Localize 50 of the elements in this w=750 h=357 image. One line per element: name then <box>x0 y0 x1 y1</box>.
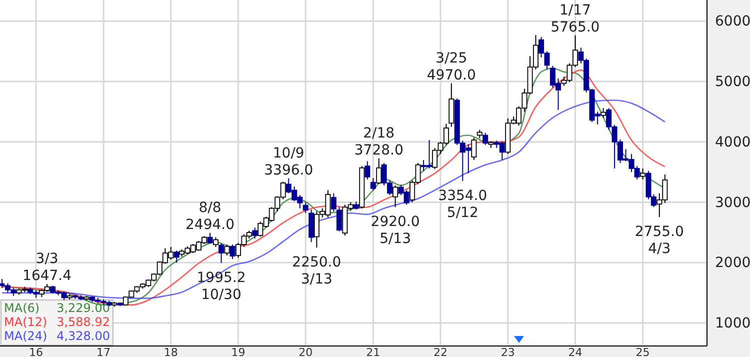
candlestick <box>640 168 646 180</box>
annotation: 3354.0 5/12 <box>438 188 488 221</box>
y-tick-label: 1000 <box>715 316 750 332</box>
y-tick-label: 4000 <box>715 134 750 150</box>
annotation: 1/17 5765.0 <box>550 2 600 36</box>
text: MA(24) <box>4 329 48 343</box>
annotation: 10/9 3396.0 <box>264 145 314 178</box>
annotation: 8/8 2494.0 <box>186 200 235 233</box>
annotation: 2250.0 3/13 <box>292 254 342 288</box>
x-tick-label: 24 <box>568 346 582 357</box>
y-tick-label: 5000 <box>715 74 750 90</box>
candlestick <box>482 132 488 146</box>
candlestick <box>212 236 218 248</box>
candlestick <box>364 160 370 180</box>
annotation: 3,588.92 <box>56 315 110 329</box>
annotation: 4,328.00 <box>56 329 110 343</box>
candlestick <box>302 202 308 214</box>
candlestick <box>471 137 477 161</box>
candlestick <box>252 227 258 240</box>
y-tick-label: 6000 <box>715 14 750 30</box>
candlestick <box>207 232 213 244</box>
candlestick <box>230 244 236 260</box>
candlestick <box>174 250 180 264</box>
x-tick-label: 16 <box>28 346 43 357</box>
candlestick <box>376 158 382 185</box>
x-tick-label: 23 <box>500 346 515 357</box>
candlestick <box>600 108 606 118</box>
candlestick <box>224 244 230 256</box>
candlestick <box>218 242 224 264</box>
candlestick <box>336 206 342 232</box>
text: MA(12) <box>4 315 48 329</box>
x-tick-label: 20 <box>298 346 313 357</box>
candlestick <box>330 192 336 212</box>
x-tick-label: 25 <box>636 346 650 357</box>
candlestick <box>370 178 376 191</box>
x-tick-label: 21 <box>366 346 380 357</box>
x-tick-label: 22 <box>434 346 448 357</box>
annotation: 3/3 1647.4 <box>22 250 72 284</box>
series-label: MA(6) <box>4 301 40 315</box>
y-tick-label: 2000 <box>715 255 750 272</box>
annotation: 3,229.00 <box>56 301 110 315</box>
candlestick <box>392 184 398 208</box>
annotation: 2920.0 5/13 <box>370 214 420 248</box>
annotation: 2755.0 4/3 <box>634 224 684 258</box>
annotation: 2/18 3728.0 <box>354 125 404 158</box>
y-tick-label: 3000 <box>715 194 750 211</box>
x-tick-label: 17 <box>96 346 111 357</box>
annotation: 3/25 4970.0 <box>426 50 476 84</box>
x-tick-label: 18 <box>164 346 178 357</box>
x-tick-label: 19 <box>231 346 246 357</box>
